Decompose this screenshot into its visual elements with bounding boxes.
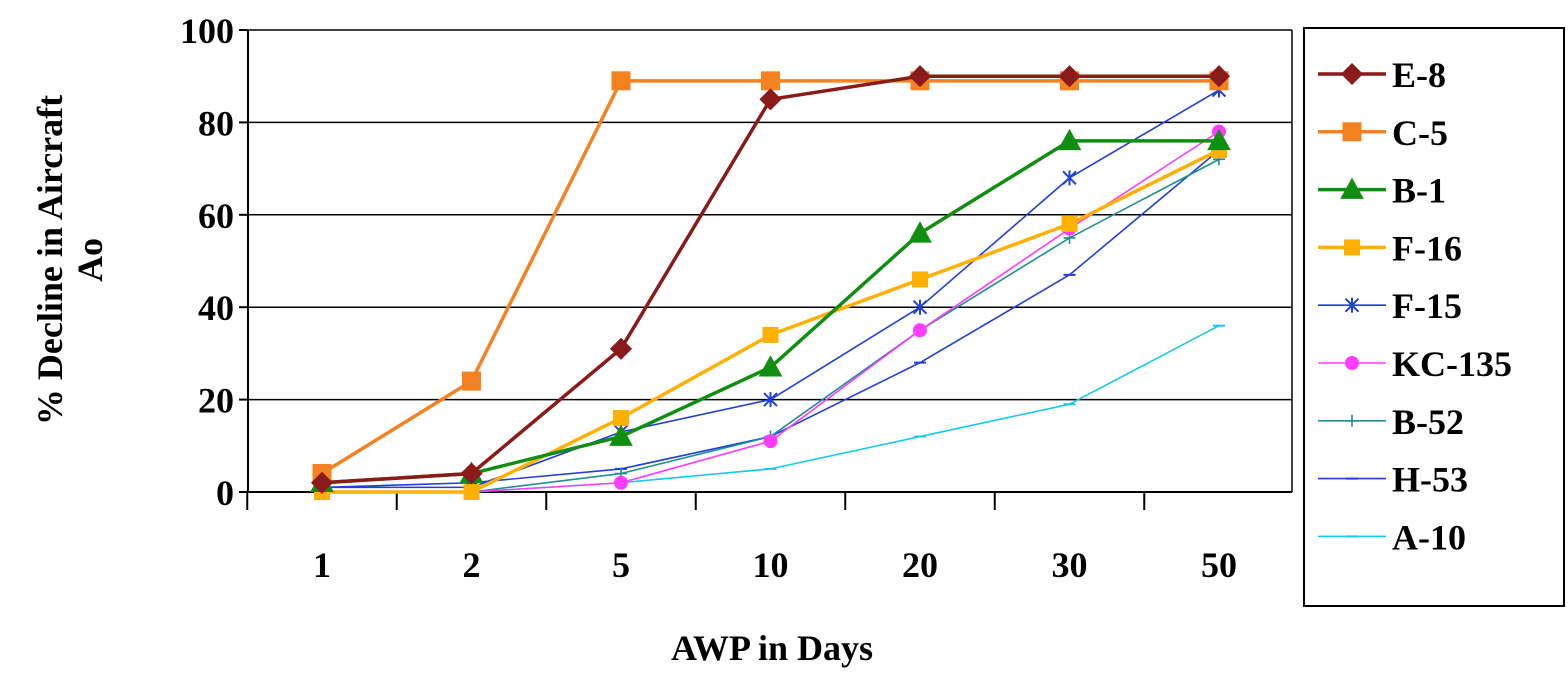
legend-swatch-marker xyxy=(1340,62,1364,86)
legend-label: A-10 xyxy=(1392,517,1466,557)
legend-swatch-marker xyxy=(1345,356,1359,370)
gridlines xyxy=(248,29,1293,492)
legend-item: A-10 xyxy=(1318,517,1466,557)
y-axis-title-line1: % Decline in Aircraft xyxy=(30,95,70,425)
data-point xyxy=(1061,216,1078,233)
data-point xyxy=(759,88,782,111)
legend-label: C-5 xyxy=(1392,113,1448,153)
y-tick-label: 60 xyxy=(198,196,234,236)
data-point xyxy=(762,326,779,343)
y-axis-title-line2: Ao xyxy=(70,238,110,282)
legend-item: B-52 xyxy=(1318,402,1464,442)
data-point xyxy=(460,462,483,485)
data-point xyxy=(1207,65,1231,88)
legend-item: KC-135 xyxy=(1318,344,1512,384)
legend-item: B-1 xyxy=(1318,171,1446,211)
data-point xyxy=(908,221,932,243)
legend-swatch-marker xyxy=(1344,297,1360,313)
x-tick-label: 30 xyxy=(1052,545,1088,585)
legend-label: B-52 xyxy=(1392,402,1464,442)
series-kc-135 xyxy=(315,124,1226,499)
data-point xyxy=(613,410,629,427)
legend-item: E-8 xyxy=(1318,55,1446,95)
legend-item: H-53 xyxy=(1318,460,1468,500)
data-point xyxy=(912,271,928,288)
y-tick-label: 20 xyxy=(198,381,234,421)
legend-label: F-16 xyxy=(1392,228,1462,268)
data-point xyxy=(908,65,932,88)
legend-swatch-marker xyxy=(1346,414,1358,427)
series-line xyxy=(321,74,1219,485)
legend-label: F-15 xyxy=(1392,286,1462,326)
series-a-10 xyxy=(316,324,1225,493)
legend: E-8 C-5 B-1 F-16 F-15 KC-135 B-52 H-53 A-10 xyxy=(1303,27,1565,607)
legend-label: H-53 xyxy=(1392,460,1468,500)
y-tick-label: 100 xyxy=(180,11,234,51)
x-tick-label: 2 xyxy=(463,545,481,585)
legend-swatch-marker xyxy=(1344,239,1360,256)
data-point xyxy=(614,475,628,490)
y-tick-label: 0 xyxy=(216,473,234,513)
data-point xyxy=(1062,170,1077,186)
x-tick-label: 10 xyxy=(753,545,789,585)
data-point xyxy=(913,323,927,338)
legend-item: F-15 xyxy=(1318,286,1462,326)
x-tick-label: 20 xyxy=(902,545,938,585)
data-point xyxy=(462,371,481,391)
legend-label: E-8 xyxy=(1392,55,1446,95)
legend-swatch-marker xyxy=(1342,122,1362,142)
series-c-5 xyxy=(312,71,1229,484)
series-e-8 xyxy=(310,65,1231,494)
x-tick-label: 5 xyxy=(612,545,630,585)
x-tick-label: 1 xyxy=(313,545,331,585)
data-point xyxy=(1207,128,1231,151)
data-point xyxy=(609,424,633,446)
y-tick-label: 80 xyxy=(198,103,234,143)
data-point xyxy=(761,71,780,91)
data-point xyxy=(611,71,631,91)
data-point xyxy=(609,337,633,360)
data-point xyxy=(463,484,480,500)
x-axis-title: AWP in Days xyxy=(671,628,873,668)
data-point xyxy=(763,434,778,449)
series-line xyxy=(322,89,1220,489)
legend-item: C-5 xyxy=(1318,113,1448,153)
data-point xyxy=(1057,128,1082,151)
data-point xyxy=(1058,65,1081,88)
x-axis: 1 2 5 10 20 30 50 xyxy=(246,491,1292,585)
y-tick-label: 40 xyxy=(198,288,234,328)
data-point xyxy=(912,299,928,315)
legend-swatch-marker xyxy=(1340,177,1364,199)
series-line xyxy=(322,324,1220,493)
x-tick-label: 50 xyxy=(1201,545,1237,585)
legend-label: KC-135 xyxy=(1392,344,1512,384)
data-point xyxy=(758,355,783,377)
data-point xyxy=(763,392,778,408)
legend-item: F-16 xyxy=(1318,228,1462,268)
data-point xyxy=(310,471,334,494)
series-layer xyxy=(310,65,1231,500)
y-axis-title: % Decline in Aircraft Ao xyxy=(30,95,110,425)
y-axis: 0 20 40 60 80 100 xyxy=(180,11,249,513)
legend-label: B-1 xyxy=(1392,171,1446,211)
